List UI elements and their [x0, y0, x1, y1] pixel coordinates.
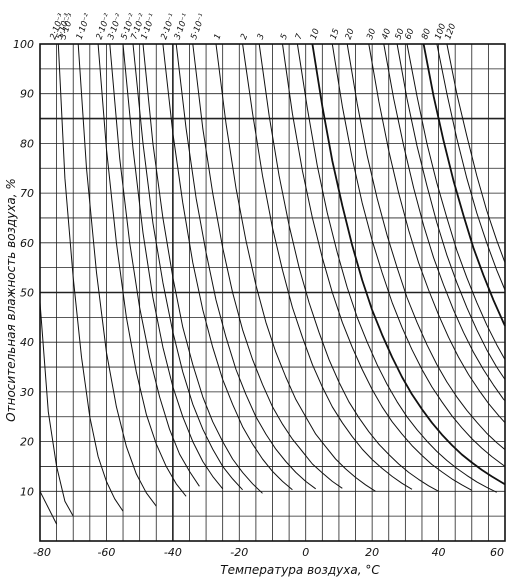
series-curve — [396, 43, 506, 380]
plot-frame — [39, 43, 506, 542]
curve-label: 5 — [279, 33, 290, 42]
series-curve — [436, 43, 506, 291]
y-tick-label: 10 — [20, 485, 34, 498]
x-axis-label: Температура воздуха, °C — [220, 563, 380, 577]
series-curve — [39, 302, 74, 517]
x-tick-label: -40 — [164, 546, 182, 559]
grid-layer — [40, 44, 505, 541]
series-curve — [282, 43, 473, 491]
series-curve — [77, 43, 157, 507]
series-curve — [368, 43, 506, 424]
series-curve — [331, 43, 506, 467]
series-curve — [296, 43, 497, 493]
frame-layer — [39, 43, 506, 542]
curve-label: 50 — [394, 27, 407, 41]
curve-label: 30 — [365, 27, 378, 41]
series-curve — [39, 491, 58, 525]
y-axis-label: Относительная влажность воздуха, % — [4, 178, 18, 422]
curve-label: 60 — [403, 27, 416, 41]
curve-label: 1 — [212, 33, 223, 42]
series-curve — [422, 43, 506, 327]
y-tick-label: 100 — [13, 38, 34, 51]
curve-label: 2 — [239, 33, 250, 42]
curve-label: 40 — [380, 27, 393, 41]
series-curve — [406, 43, 506, 360]
series-curve — [162, 43, 293, 491]
curve-label: 7 — [294, 32, 305, 41]
y-tick-label: 60 — [20, 237, 34, 250]
curve-label: 80 — [420, 27, 433, 41]
curve-label: 15 — [329, 27, 342, 41]
curve-label: 5·10⁻¹ — [189, 12, 208, 41]
x-tick-label: -80 — [33, 546, 51, 559]
curve-label-layer: 2·10⁻³3·10⁻³5·10⁻³ 1·10⁻² 2·10⁻²3·10⁻²5·10… — [48, 12, 458, 41]
series-curve — [122, 43, 224, 490]
series-curve — [215, 43, 376, 492]
series-curve — [142, 43, 263, 494]
y-tick-label: 70 — [20, 187, 34, 200]
x-tick-label: -60 — [97, 546, 115, 559]
x-tick-label: 0 — [302, 546, 309, 559]
curve-label: 3 — [256, 33, 267, 42]
series-curve — [109, 43, 200, 487]
series-curve — [258, 43, 439, 492]
curve-label: 20 — [344, 27, 357, 41]
series-curve — [446, 43, 506, 263]
series-curve — [175, 43, 316, 490]
series-curve — [383, 43, 506, 402]
x-tick-label: 20 — [365, 546, 379, 559]
series-curve — [242, 43, 413, 490]
series-curve — [57, 43, 124, 512]
curve-label: 10 — [309, 27, 322, 41]
x-tick-label: 40 — [432, 546, 446, 559]
series-curve — [192, 43, 343, 489]
y-tick-label: 40 — [20, 336, 34, 349]
y-tick-label: 50 — [20, 287, 34, 300]
y-tick-label: 30 — [20, 386, 34, 399]
series-curve — [311, 43, 506, 486]
series-curve — [346, 43, 506, 450]
x-tick-label: 60 — [490, 546, 504, 559]
series-curve — [132, 43, 243, 491]
series-curve — [97, 43, 187, 497]
curve-layer — [39, 43, 506, 525]
curve-label: 1·10⁻² — [75, 12, 94, 41]
y-tick-label: 20 — [20, 436, 34, 449]
y-tick-label: 90 — [20, 88, 34, 101]
x-tick-label: -20 — [230, 546, 248, 559]
y-tick-label: 80 — [20, 137, 34, 150]
tick-label-layer: -80 -60 -40 -20 0 20 40 60 10 20 30 40 50 60 70 80 90 100 — [13, 38, 504, 559]
